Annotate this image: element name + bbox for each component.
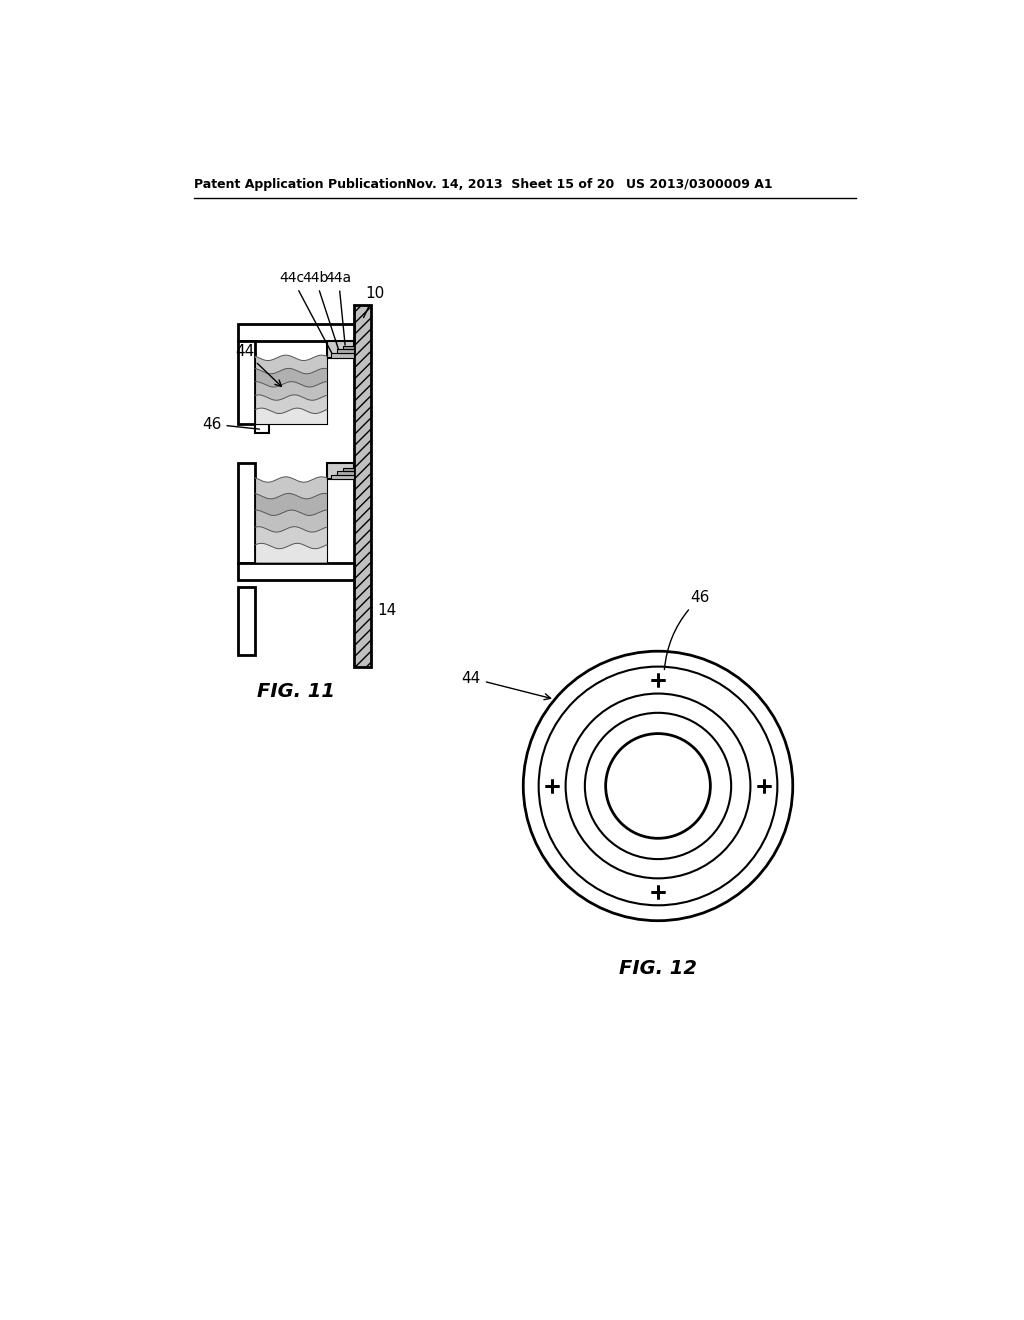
- Text: 44b: 44b: [302, 272, 338, 348]
- Text: FIG. 11: FIG. 11: [257, 682, 335, 701]
- Bar: [331, 354, 354, 358]
- Polygon shape: [255, 368, 327, 387]
- Polygon shape: [255, 527, 327, 549]
- Polygon shape: [255, 395, 327, 413]
- Bar: [239, 323, 354, 341]
- Bar: [327, 462, 354, 479]
- Polygon shape: [255, 544, 327, 562]
- Bar: [331, 475, 354, 479]
- Bar: [337, 471, 354, 475]
- Circle shape: [585, 713, 731, 859]
- Polygon shape: [255, 381, 327, 400]
- Text: US 2013/0300009 A1: US 2013/0300009 A1: [627, 178, 773, 191]
- Bar: [343, 469, 354, 471]
- Polygon shape: [255, 477, 327, 499]
- Circle shape: [605, 734, 711, 838]
- Text: 44: 44: [462, 671, 551, 700]
- Bar: [239, 462, 255, 562]
- Bar: [343, 346, 354, 350]
- Bar: [239, 562, 354, 579]
- Text: 44a: 44a: [326, 272, 351, 345]
- Polygon shape: [255, 408, 327, 424]
- Bar: [255, 424, 269, 433]
- Circle shape: [539, 667, 777, 906]
- Bar: [337, 350, 354, 354]
- Bar: [327, 341, 354, 358]
- Text: 10: 10: [364, 286, 385, 318]
- Text: 46: 46: [202, 417, 259, 432]
- Text: FIG. 12: FIG. 12: [620, 960, 697, 978]
- Polygon shape: [255, 510, 327, 532]
- Bar: [239, 587, 255, 655]
- Text: 46: 46: [665, 590, 710, 669]
- Polygon shape: [255, 494, 327, 515]
- Text: 44c: 44c: [280, 272, 332, 352]
- Text: Patent Application Publication: Patent Application Publication: [194, 178, 407, 191]
- Text: 14: 14: [372, 599, 396, 619]
- Bar: [354, 305, 371, 667]
- Circle shape: [565, 693, 751, 878]
- Bar: [239, 341, 255, 424]
- Polygon shape: [255, 355, 327, 374]
- Circle shape: [523, 651, 793, 921]
- Text: Nov. 14, 2013  Sheet 15 of 20: Nov. 14, 2013 Sheet 15 of 20: [407, 178, 614, 191]
- Text: 44: 44: [234, 343, 282, 387]
